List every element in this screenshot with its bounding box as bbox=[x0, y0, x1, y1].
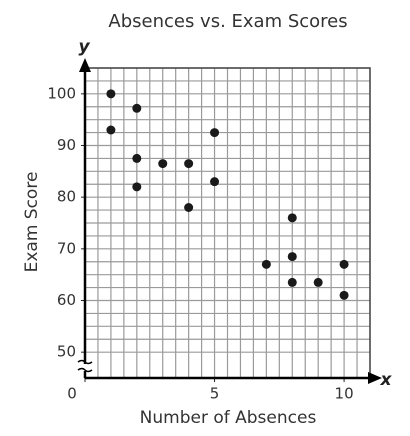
x-axis-letter: x bbox=[380, 370, 393, 390]
y-tick-label: 90 bbox=[57, 136, 76, 154]
point bbox=[132, 153, 142, 163]
point bbox=[261, 259, 271, 269]
x-tick-label: 10 bbox=[335, 385, 354, 403]
point bbox=[132, 182, 142, 192]
point bbox=[106, 89, 116, 99]
point bbox=[184, 159, 194, 169]
point bbox=[210, 128, 220, 138]
y-tick-label: 70 bbox=[57, 239, 76, 257]
point bbox=[339, 259, 349, 269]
y-tick-label: 100 bbox=[47, 84, 76, 102]
point bbox=[184, 203, 194, 212]
x-axis-label: Number of Absences bbox=[140, 408, 317, 428]
x-tick-label: 0 bbox=[67, 385, 77, 403]
y-tick-label: 50 bbox=[57, 343, 76, 361]
x-arrow bbox=[368, 372, 382, 384]
y-axis-label: Exam Score bbox=[22, 172, 42, 273]
y-tick-label: 80 bbox=[57, 188, 76, 206]
point bbox=[132, 103, 142, 113]
y-arrow bbox=[79, 58, 91, 72]
axis-break-gap bbox=[79, 364, 91, 371]
y-axis-letter: y bbox=[78, 37, 90, 57]
point bbox=[158, 159, 168, 169]
x-tick-label: 5 bbox=[210, 385, 220, 403]
point bbox=[287, 213, 297, 223]
y-tick-label: 60 bbox=[57, 291, 76, 309]
point bbox=[210, 177, 220, 187]
point bbox=[339, 290, 349, 300]
point bbox=[313, 277, 323, 287]
point bbox=[287, 277, 297, 287]
point bbox=[287, 252, 297, 262]
axis-break bbox=[77, 359, 93, 373]
chart-title: Absences vs. Exam Scores bbox=[108, 11, 347, 32]
point bbox=[106, 125, 116, 135]
